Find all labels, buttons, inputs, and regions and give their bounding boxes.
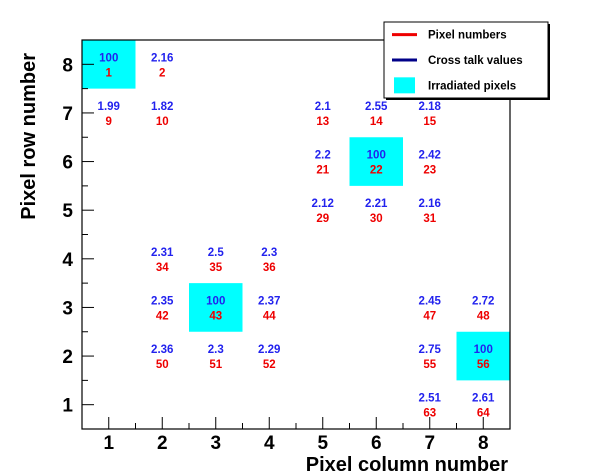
pixel-number: 22 [370, 165, 383, 177]
crosstalk-value: 2.3 [208, 344, 224, 356]
pixel-number: 1 [106, 67, 113, 79]
pixel-number: 29 [316, 213, 329, 225]
irradiated-pixel-6-6 [349, 137, 403, 186]
crosstalk-value: 2.29 [258, 344, 280, 356]
pixel-number: 14 [370, 116, 383, 128]
crosstalk-value: 2.12 [312, 198, 334, 210]
y-tick-label: 1 [62, 396, 73, 417]
crosstalk-value: 1.82 [151, 101, 173, 113]
pixel-number: 51 [209, 359, 222, 371]
pixel-number: 13 [316, 116, 329, 128]
y-tick-label: 8 [62, 55, 73, 76]
y-tick-label: 5 [62, 201, 73, 222]
legend-label: Pixel numbers [428, 30, 507, 42]
x-tick-label: 2 [157, 433, 168, 454]
crosstalk-value: 2.2 [315, 150, 331, 162]
pixel-number: 34 [156, 262, 169, 274]
x-tick-label: 7 [424, 433, 435, 454]
y-tick-label: 4 [62, 250, 73, 271]
crosstalk-value: 2.61 [472, 393, 495, 405]
x-tick-label: 1 [103, 433, 114, 454]
pixel-number: 2 [159, 67, 165, 79]
crosstalk-value: 2.35 [151, 295, 174, 307]
x-axis-title: Pixel column number [306, 454, 508, 475]
legend-label: Irradiated pixels [428, 80, 516, 92]
irradiated-pixel-3-3 [189, 283, 243, 332]
legend: Pixel numbers Cross talk values Irradiated… [383, 21, 550, 100]
legend-swatch [394, 77, 415, 94]
pixel-number: 55 [423, 359, 436, 371]
crosstalk-value: 2.36 [151, 344, 173, 356]
pixel-number: 31 [423, 213, 436, 225]
x-tick-label: 3 [210, 433, 221, 454]
irradiated-layer [82, 40, 510, 381]
pixel-number: 43 [209, 310, 222, 322]
crosstalk-value: 2.37 [258, 295, 280, 307]
pixel-number: 56 [477, 359, 490, 371]
crosstalk-value: 2.31 [151, 247, 174, 259]
pixel-number: 21 [316, 165, 329, 177]
pixel-number: 15 [423, 116, 436, 128]
pixel-number: 44 [263, 310, 276, 322]
pixel-number: 47 [423, 310, 436, 322]
crosstalk-value: 2.55 [365, 101, 388, 113]
pixel-number: 63 [423, 408, 436, 420]
cell-labels: 100 1 2.16 2 1.99 9 1.82 10 2.1 13 2.55 14 2.18 15 2.2… [98, 52, 495, 419]
crosstalk-value: 2.51 [419, 393, 442, 405]
y-tick-label: 6 [62, 153, 73, 174]
crosstalk-value: 2.5 [208, 247, 225, 259]
pixel-number: 48 [477, 310, 490, 322]
x-tick-label: 5 [317, 433, 328, 454]
crosstalk-value: 2.18 [419, 101, 442, 113]
crosstalk-value: 100 [206, 295, 225, 307]
crosstalk-value: 100 [99, 52, 118, 64]
pixel-number: 35 [209, 262, 222, 274]
crosstalk-value: 100 [367, 150, 386, 162]
y-axis-title: Pixel row number [18, 53, 40, 220]
pixel-number: 50 [156, 359, 169, 371]
y-tick-label: 2 [62, 347, 73, 368]
crosstalk-value: 2.75 [419, 344, 442, 356]
crosstalk-value: 2.16 [151, 52, 173, 64]
crosstalk-value: 2.42 [419, 150, 441, 162]
x-tick-label: 4 [264, 433, 275, 454]
pixel-number: 30 [370, 213, 383, 225]
crosstalk-value: 2.3 [261, 247, 277, 259]
crosstalk-value: 2.45 [419, 295, 442, 307]
x-tick-label: 8 [478, 433, 489, 454]
crosstalk-value: 100 [474, 344, 493, 356]
y-tick-label: 3 [62, 298, 73, 319]
pixel-number: 9 [106, 116, 112, 128]
x-tick-label: 6 [371, 433, 382, 454]
crosstalk-value: 2.16 [419, 198, 441, 210]
pixel-number: 52 [263, 359, 276, 371]
crosstalk-value: 2.72 [472, 295, 494, 307]
pixel-number: 36 [263, 262, 276, 274]
pixel-number: 10 [156, 116, 169, 128]
legend-label: Cross talk values [428, 55, 523, 67]
y-tick-label: 7 [62, 104, 73, 125]
crosstalk-value: 1.99 [98, 101, 120, 113]
crosstalk-value: 2.21 [365, 198, 388, 210]
pixel-number: 64 [477, 408, 490, 420]
crosstalk-value: 2.1 [315, 101, 332, 113]
pixel-number: 42 [156, 310, 169, 322]
pixel-number: 23 [423, 165, 436, 177]
irradiated-pixel-8-2 [456, 331, 510, 381]
